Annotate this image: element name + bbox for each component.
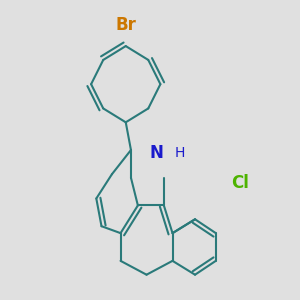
Text: H: H <box>174 146 184 161</box>
Text: Br: Br <box>115 16 136 34</box>
Text: N: N <box>150 145 164 163</box>
Text: Cl: Cl <box>231 174 249 192</box>
